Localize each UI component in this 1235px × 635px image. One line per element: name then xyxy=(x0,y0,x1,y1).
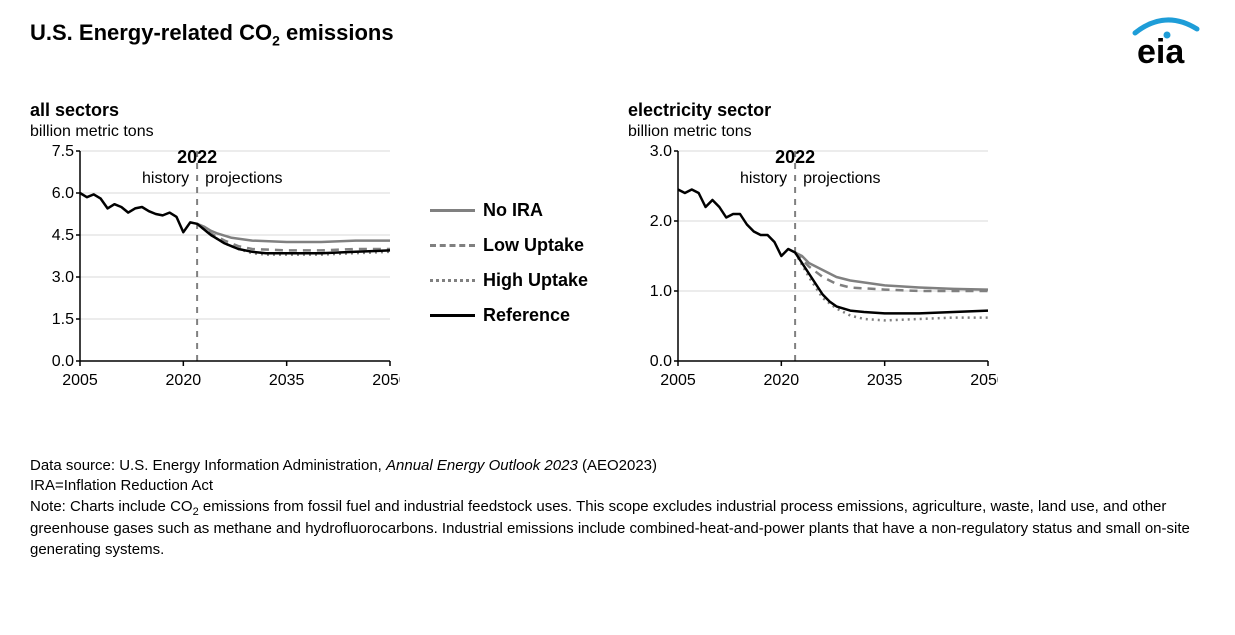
footer-source-pre: Data source: U.S. Energy Information Adm… xyxy=(30,457,386,474)
legend-swatch-no-ira xyxy=(430,209,475,212)
legend-swatch-reference xyxy=(430,314,475,317)
legend-label-no-ira: No IRA xyxy=(483,200,543,221)
logo-text: eia xyxy=(1137,33,1185,70)
legend-label-low-uptake: Low Uptake xyxy=(483,235,584,256)
legend-label-reference: Reference xyxy=(483,305,570,326)
svg-text:2035: 2035 xyxy=(867,372,903,389)
svg-text:2022: 2022 xyxy=(775,147,815,167)
svg-text:2005: 2005 xyxy=(62,372,98,389)
right-subtitle: electricity sector xyxy=(628,100,998,121)
footer-note-post: emissions from fossil fuel and industria… xyxy=(30,498,1190,558)
svg-text:2050: 2050 xyxy=(372,372,400,389)
chart-right-svg: 0.0 1.0 2.0 3.0 2022 history projections 2005 20… xyxy=(628,141,998,401)
left-units: billion metric tons xyxy=(30,123,400,141)
left-subtitle: all sectors xyxy=(30,100,400,121)
svg-text:2020: 2020 xyxy=(166,372,202,389)
svg-text:2020: 2020 xyxy=(764,372,800,389)
footer-line-ira: IRA=Inflation Reduction Act xyxy=(30,476,1205,496)
svg-text:2022: 2022 xyxy=(177,147,217,167)
legend-item-no-ira: No IRA xyxy=(430,200,588,221)
chart-left-svg: 0.0 1.5 3.0 4.5 6.0 7.5 2022 history projections… xyxy=(30,141,400,401)
svg-text:projections: projections xyxy=(205,170,282,187)
svg-text:2050: 2050 xyxy=(970,372,998,389)
legend-swatch-low-uptake xyxy=(430,244,475,247)
legend: No IRA Low Uptake High Uptake Reference xyxy=(430,200,588,340)
svg-text:3.0: 3.0 xyxy=(52,269,74,286)
svg-text:2005: 2005 xyxy=(660,372,696,389)
page-title: U.S. Energy-related CO2 emissions xyxy=(30,20,394,48)
svg-text:1.0: 1.0 xyxy=(650,283,672,300)
footer-line-source: Data source: U.S. Energy Information Adm… xyxy=(30,456,1205,476)
legend-swatch-high-uptake xyxy=(430,279,475,282)
chart-electricity-sector: electricity sector billion metric tons 0… xyxy=(628,100,998,406)
svg-text:0.0: 0.0 xyxy=(52,353,74,370)
svg-text:history: history xyxy=(142,170,189,187)
legend-item-low-uptake: Low Uptake xyxy=(430,235,588,256)
title-sub: 2 xyxy=(272,32,280,48)
svg-text:7.5: 7.5 xyxy=(52,143,74,160)
footer-source-italic: Annual Energy Outlook 2023 xyxy=(386,457,578,474)
svg-text:0.0: 0.0 xyxy=(650,353,672,370)
footer-source-post: (AEO2023) xyxy=(578,457,657,474)
svg-text:6.0: 6.0 xyxy=(52,185,74,202)
chart-all-sectors: all sectors billion metric tons 0.0 1.5 3.… xyxy=(30,100,400,406)
svg-text:2.0: 2.0 xyxy=(650,213,672,230)
svg-text:3.0: 3.0 xyxy=(650,143,672,160)
svg-text:4.5: 4.5 xyxy=(52,227,74,244)
footer-line-note: Note: Charts include CO2 emissions from … xyxy=(30,497,1205,560)
right-units: billion metric tons xyxy=(628,123,998,141)
charts-container: all sectors billion metric tons 0.0 1.5 3.… xyxy=(30,100,1205,406)
title-post: emissions xyxy=(280,20,394,45)
title-pre: U.S. Energy-related CO xyxy=(30,20,272,45)
footer-note-pre: Note: Charts include CO xyxy=(30,498,193,515)
svg-text:projections: projections xyxy=(803,170,880,187)
svg-text:2035: 2035 xyxy=(269,372,305,389)
legend-item-reference: Reference xyxy=(430,305,588,326)
svg-text:history: history xyxy=(740,170,787,187)
footer-notes: Data source: U.S. Energy Information Adm… xyxy=(30,456,1205,560)
svg-text:1.5: 1.5 xyxy=(52,311,74,328)
legend-label-high-uptake: High Uptake xyxy=(483,270,588,291)
eia-logo: eia xyxy=(1115,15,1205,75)
legend-item-high-uptake: High Uptake xyxy=(430,270,588,291)
